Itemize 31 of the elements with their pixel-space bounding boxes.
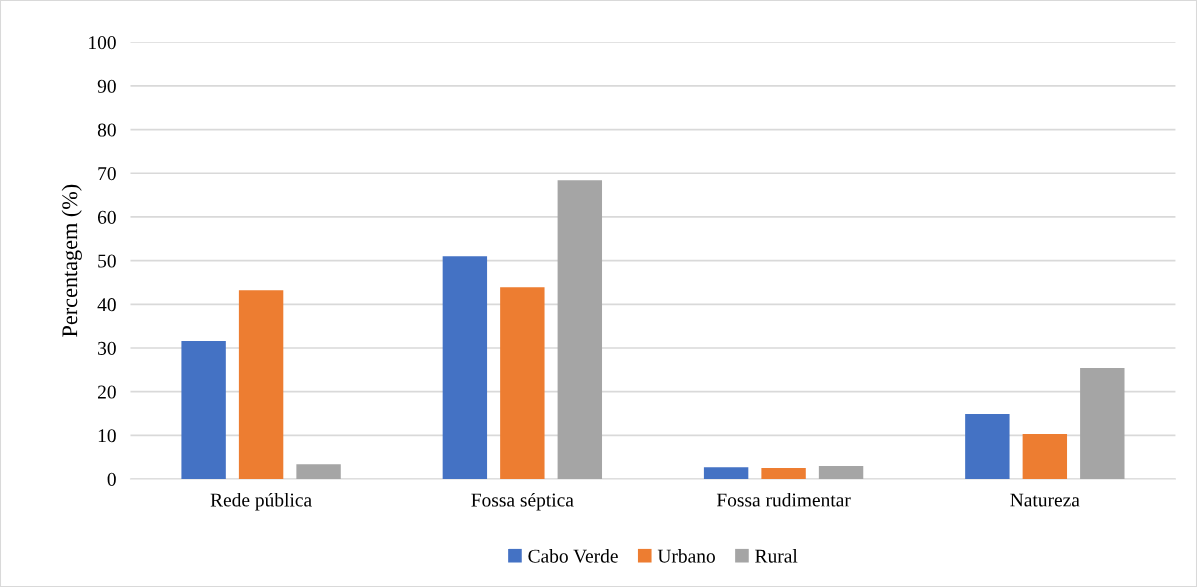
- legend-label: Urbano: [657, 549, 715, 563]
- y-tick-label: 100: [89, 36, 116, 50]
- bar: [442, 256, 488, 479]
- bar: [296, 464, 341, 479]
- x-tick-label: Natureza: [1010, 493, 1080, 507]
- bar: [703, 467, 749, 479]
- legend-label: Rural: [755, 549, 798, 563]
- legend-label: Cabo Verde: [528, 549, 618, 563]
- y-tick-label: 70: [98, 167, 116, 181]
- bar: [238, 290, 284, 479]
- x-tick-label: Fossa rudimentar: [716, 492, 851, 507]
- bar: [818, 465, 864, 479]
- y-tick-label: 40: [97, 298, 116, 312]
- y-tick-label: 50: [98, 254, 116, 268]
- y-tick-label: 10: [98, 429, 116, 443]
- y-tick-label: 80: [97, 123, 116, 137]
- y-tick-label: 60: [97, 210, 116, 224]
- bar: [761, 468, 806, 479]
- y-tick-label: 0: [107, 472, 116, 486]
- y-tick-label: 30: [98, 341, 116, 355]
- bar: [557, 180, 603, 479]
- bar: [1080, 368, 1125, 479]
- y-tick-label: 20: [97, 385, 116, 399]
- y-axis-title: Percentagem (%): [61, 184, 82, 337]
- bar: [181, 340, 226, 479]
- x-tick-label: Rede pública: [210, 492, 312, 511]
- bar: [500, 287, 545, 479]
- x-tick-label: Fossa séptica: [471, 492, 574, 511]
- bar: [1022, 434, 1068, 479]
- bar: [965, 413, 1010, 479]
- y-tick-label: 90: [97, 79, 116, 93]
